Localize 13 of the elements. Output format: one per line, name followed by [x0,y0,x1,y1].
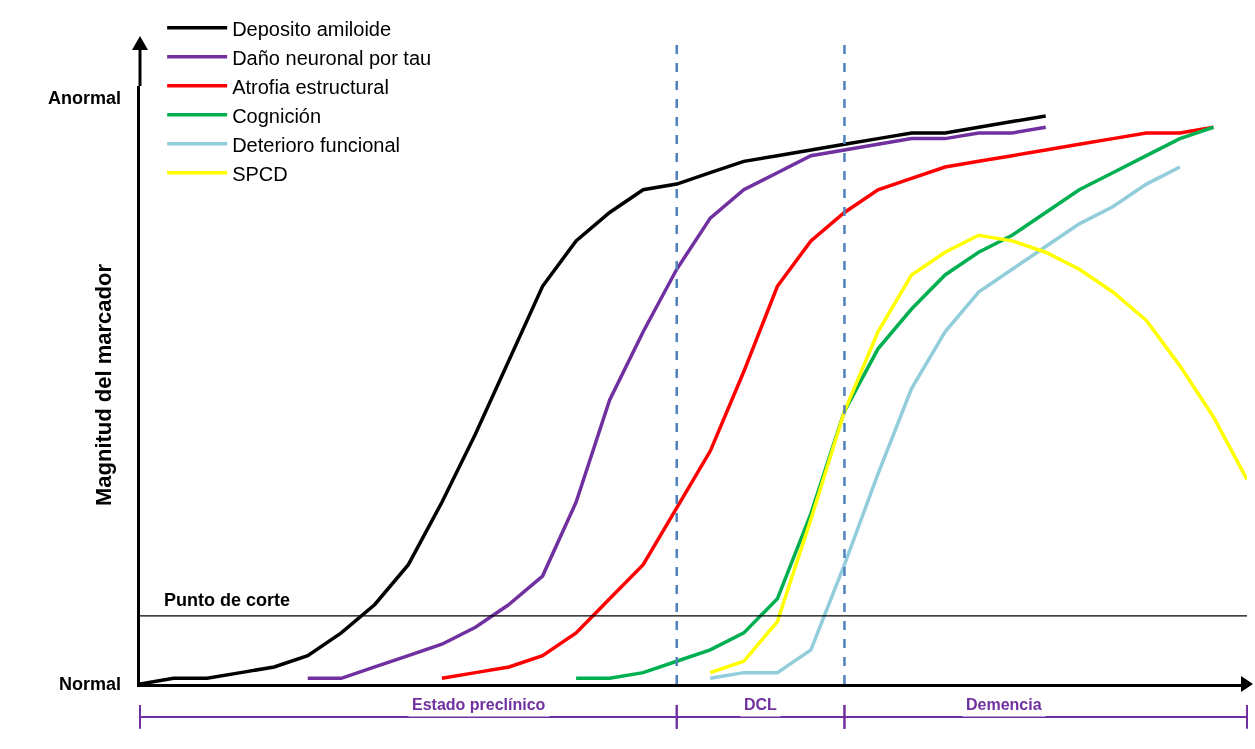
text: Anormal [48,88,122,108]
legend-label: Deposito amiloide [232,17,392,40]
legend-label: SPCD [232,162,288,185]
legend-label: Cognición [232,104,322,127]
y-axis-title: Magnitud del marcador [90,263,116,507]
text: Estado preclínico [412,696,546,713]
text: Demencia [966,696,1042,713]
ref-line-label: Punto de corte [164,590,291,610]
legend-label: Daño neuronal por tau [232,46,432,69]
text: DCL [744,696,778,713]
text: Normal [59,674,122,694]
legend-label: Atrofia estructural [232,75,389,98]
legend-label: Deterioro funcional [232,133,401,156]
